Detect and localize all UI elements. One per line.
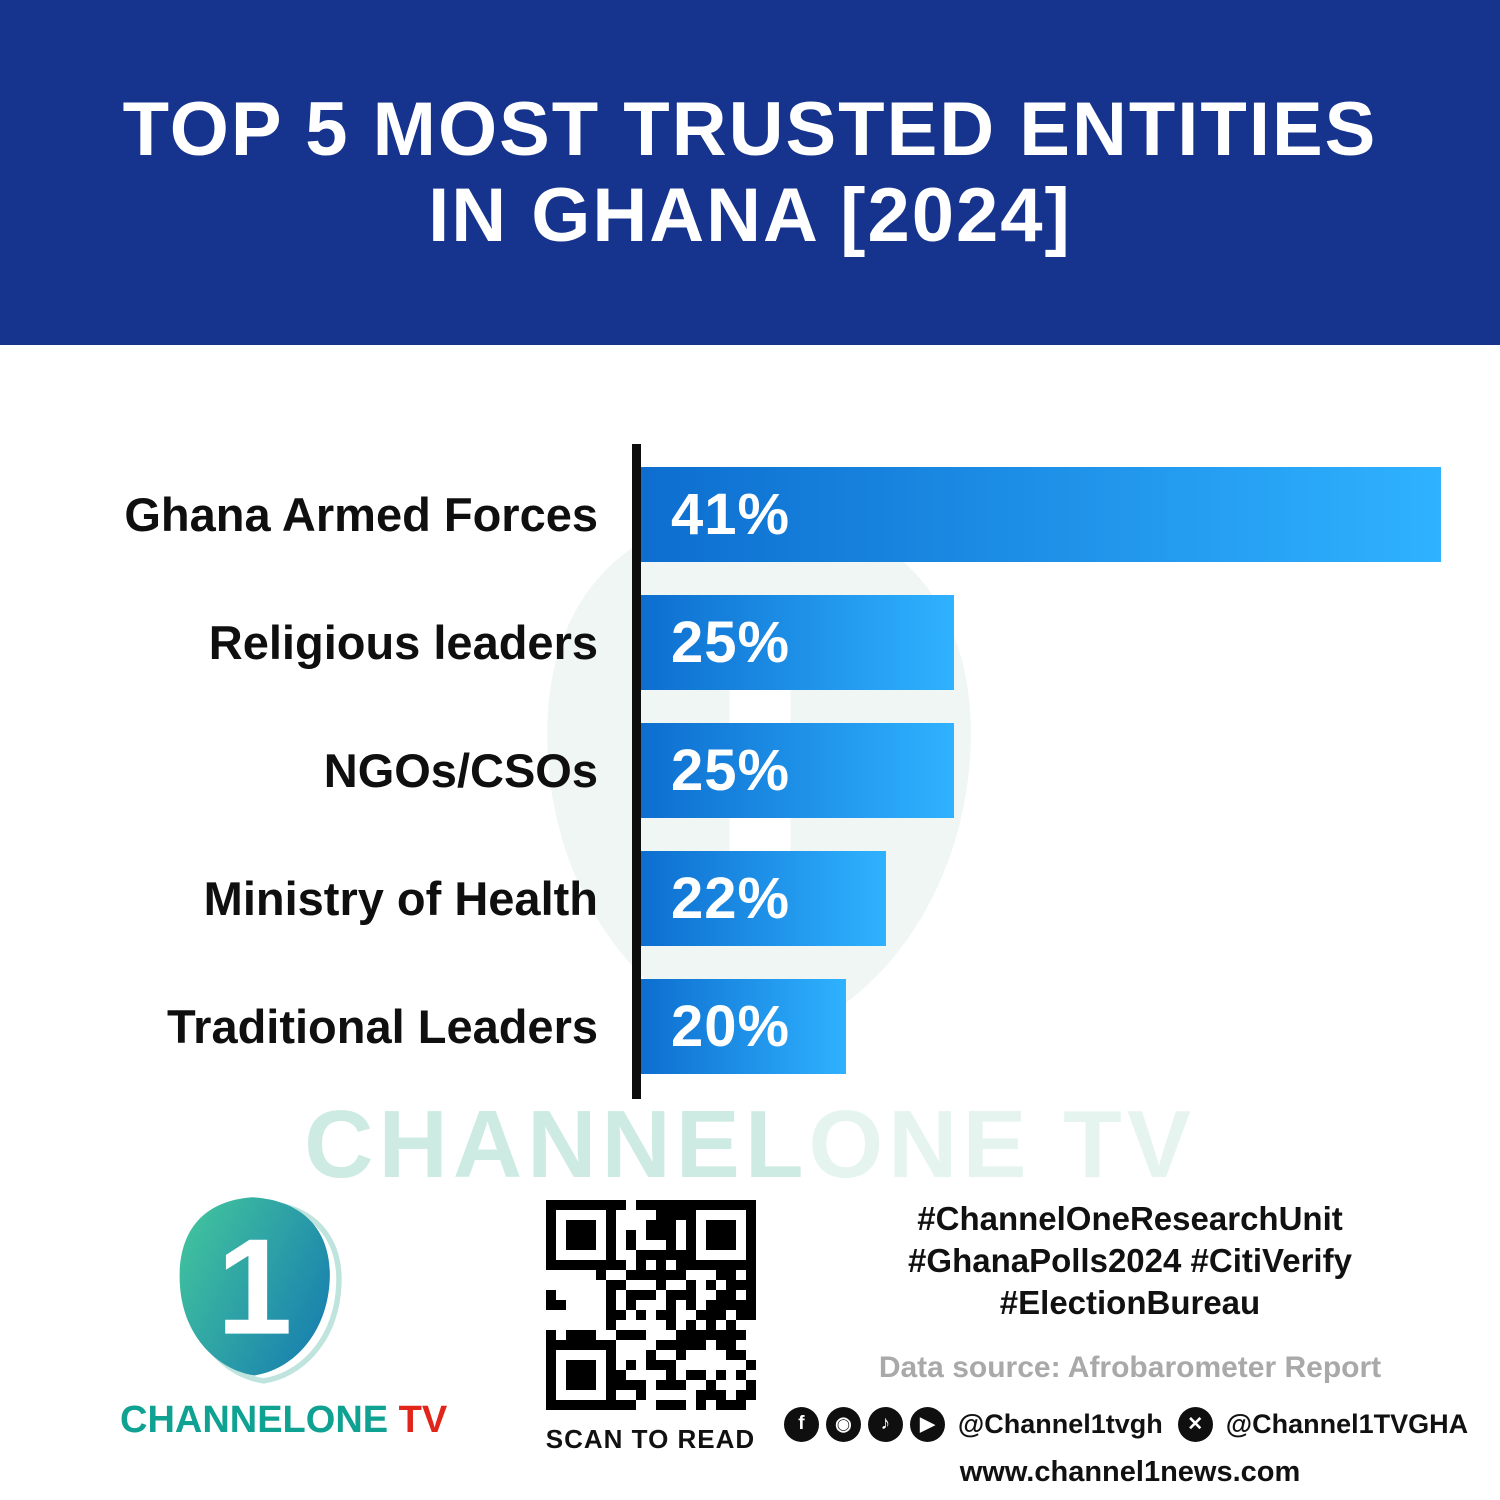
hashtags-line2: #GhanaPolls2024 #CitiVerify <box>908 1242 1352 1280</box>
qr-code <box>545 1200 756 1410</box>
bar-category-label: Religious leaders <box>208 616 598 669</box>
bar-value-label: 22% <box>671 866 791 931</box>
x-icon: ✕ <box>1177 1406 1213 1442</box>
bar-category-label: Traditional Leaders <box>167 1000 598 1053</box>
chart-row: Religious leaders 25% <box>0 595 1500 690</box>
youtube-icon: ▶ <box>909 1406 945 1442</box>
bar: 20% <box>641 979 846 1074</box>
channel-one-logo-block: 1 CHANNELONE TV <box>120 1190 447 1442</box>
bar-value-label: 25% <box>671 610 791 675</box>
tiktok-icon: ♪ <box>867 1406 903 1442</box>
bar-value-label: 41% <box>671 482 791 547</box>
instagram-icon: ◉ <box>825 1406 861 1442</box>
watermark-part2: ONE TV <box>808 1091 1196 1198</box>
chart-row: NGOs/CSOs 25% <box>0 723 1500 818</box>
bar: 22% <box>641 851 886 946</box>
header-band: TOP 5 MOST TRUSTED ENTITIES IN GHANA [20… <box>0 0 1500 345</box>
page-title-line2: IN GHANA [2024] <box>428 172 1072 258</box>
chart-row: Ministry of Health 22% <box>0 851 1500 946</box>
data-source-label: Data source: Afrobarometer Report <box>878 1350 1382 1384</box>
bar: 25% <box>641 723 954 818</box>
hashtags-line3: #ElectionBureau <box>999 1284 1261 1322</box>
bar-category-label: NGOs/CSOs <box>323 744 598 797</box>
bar-value-label: 20% <box>671 994 791 1059</box>
page-title-line1: TOP 5 MOST TRUSTED ENTITIES <box>122 86 1378 172</box>
chart-row: Traditional Leaders 20% <box>0 979 1500 1074</box>
bar-value-label: 25% <box>671 738 791 803</box>
bar: 25% <box>641 595 954 690</box>
bar-category-label: Ghana Armed Forces <box>124 488 598 541</box>
hashtags-line1: #ChannelOneResearchUnit <box>917 1200 1343 1237</box>
bar-category-label: Ministry of Health <box>203 872 598 925</box>
channel-one-logo: 1 <box>179 1197 342 1384</box>
bar-chart: Ghana Armed Forces 41% Religious leaders… <box>0 467 1500 1107</box>
footer-info-block: #ChannelOneResearchUnit #GhanaPolls2024 … <box>783 1198 1468 1489</box>
qr-block: SCAN TO READ <box>543 1200 758 1455</box>
social-row: f ◉ ♪ ▶ @Channel1tvgh ✕ @Channel1TVGHA <box>783 1406 1468 1442</box>
website-url: www.channel1news.com <box>959 1455 1301 1488</box>
svg-text:1: 1 <box>217 1211 293 1363</box>
chart-axis-line <box>632 444 641 1099</box>
facebook-icon: f <box>783 1406 819 1442</box>
social-handle-2: @Channel1TVGHA <box>1225 1408 1469 1439</box>
chart-row: Ghana Armed Forces 41% <box>0 467 1500 562</box>
watermark-part1: CHANNEL <box>304 1091 809 1198</box>
brand-channelone: CHANNELONE <box>120 1399 389 1441</box>
brand-tv: TV <box>388 1399 448 1441</box>
brand-wordmark: CHANNELONE TV <box>120 1399 447 1442</box>
qr-caption: SCAN TO READ <box>545 1424 756 1454</box>
bar: 41% <box>641 467 1441 562</box>
social-handle-1: @Channel1tvgh <box>957 1408 1163 1439</box>
channel-one-watermark: CHANNELONE TV <box>0 1090 1500 1200</box>
footer: 1 CHANNELONE TV SCAN TO READ #ChannelOne… <box>0 1180 1500 1500</box>
